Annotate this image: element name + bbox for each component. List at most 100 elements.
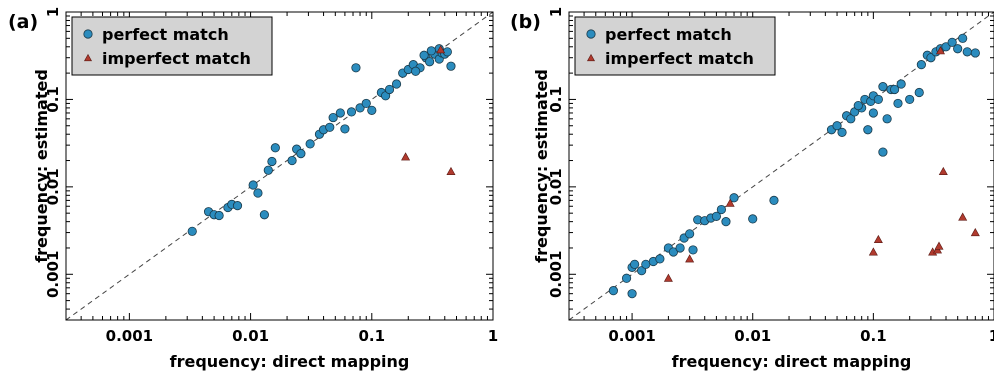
perfect-match-point xyxy=(721,217,731,227)
perfect-match-point xyxy=(232,201,243,211)
data-points xyxy=(187,44,456,236)
perfect-match-point xyxy=(426,46,436,56)
perfect-match-point xyxy=(941,42,951,52)
perfect-match-point xyxy=(769,195,779,205)
legend-box xyxy=(71,16,273,76)
perfect-match-point xyxy=(446,61,456,71)
diagonal-reference-line xyxy=(66,12,493,320)
imperfect-match-point xyxy=(725,198,735,207)
y-tick-label: 0.1 xyxy=(547,86,565,113)
legend-label: imperfect match xyxy=(102,49,251,68)
perfect-match-point xyxy=(837,127,847,137)
perfect-match-point xyxy=(637,266,647,276)
x-tick-label: 0.1 xyxy=(860,327,887,345)
perfect-match-point xyxy=(346,107,357,117)
perfect-match-point xyxy=(305,139,315,149)
y-tick-label: 1 xyxy=(547,7,565,17)
perfect-match-point xyxy=(947,37,957,47)
perfect-match-point xyxy=(340,124,350,134)
imperfect-match-point xyxy=(446,166,456,175)
x-axis-label: frequency: direct mapping xyxy=(672,352,912,371)
perfect-match-point xyxy=(958,33,968,43)
perfect-match-point xyxy=(953,44,963,54)
panel-a: 0.001 0.01 0.1 1 0.001 0.01 0.1 1 frequency: dir… xyxy=(8,7,498,371)
legend-box xyxy=(574,16,776,76)
imperfect-match-point xyxy=(934,241,944,250)
imperfect-match-point xyxy=(935,46,945,55)
legend-label: perfect match xyxy=(605,25,732,44)
perfect-match-point xyxy=(873,94,883,105)
perfect-match-point xyxy=(893,98,903,109)
y-tick-label: 0.001 xyxy=(547,251,565,298)
x-tick-label: 1 xyxy=(989,327,994,345)
legend-imperfect-match-marker xyxy=(83,53,93,62)
perfect-match-point xyxy=(267,156,277,167)
perfect-match-point xyxy=(688,245,698,255)
panel-label: (a) xyxy=(8,11,38,33)
perfect-match-point xyxy=(328,112,338,123)
perfect-match-point xyxy=(926,53,936,63)
x-tick-label: 0.01 xyxy=(232,327,269,345)
imperfect-match-point xyxy=(868,247,878,256)
perfect-match-point xyxy=(675,243,685,253)
perfect-match-point xyxy=(187,226,197,236)
perfect-match-point xyxy=(882,114,892,124)
perfect-match-point xyxy=(668,247,678,257)
legend-perfect-match-marker xyxy=(83,29,93,39)
perfect-match-point xyxy=(263,165,273,175)
perfect-match-point xyxy=(748,214,758,224)
perfect-match-point xyxy=(325,122,335,132)
perfect-match-point xyxy=(384,84,395,95)
perfect-match-point xyxy=(335,108,345,118)
perfect-match-point xyxy=(711,211,722,221)
panel-label: (b) xyxy=(510,11,541,33)
imperfect-match-point xyxy=(938,166,948,175)
legend: perfect match imperfect match xyxy=(71,16,273,76)
legend-imperfect-match-marker xyxy=(586,53,596,62)
y-tick-label: 0.001 xyxy=(44,251,62,298)
perfect-match-point xyxy=(685,229,695,239)
data-points xyxy=(608,33,980,299)
panel-b: 0.001 0.01 0.1 1 0.001 0.01 0.1 1 frequency: dir… xyxy=(510,7,994,371)
perfect-match-point xyxy=(916,60,926,70)
perfect-match-point xyxy=(962,47,972,57)
imperfect-match-point xyxy=(401,152,411,161)
diagonal-reference-line xyxy=(569,12,994,320)
imperfect-match-point xyxy=(436,45,446,54)
perfect-match-point xyxy=(296,149,306,159)
perfect-match-point xyxy=(411,66,421,76)
perfect-match-point xyxy=(716,204,726,215)
x-tick-label: 0.001 xyxy=(106,327,153,345)
perfect-match-point xyxy=(361,98,371,109)
perfect-match-point xyxy=(351,63,361,73)
y-tick-label: 0.01 xyxy=(547,168,565,205)
perfect-match-point xyxy=(419,50,429,60)
x-axis-label: frequency: direct mapping xyxy=(170,352,410,371)
perfect-match-point xyxy=(846,114,856,124)
perfect-match-point xyxy=(853,100,863,111)
perfect-match-point xyxy=(270,143,280,153)
perfect-match-point xyxy=(287,155,297,166)
perfect-match-point xyxy=(253,188,263,198)
perfect-match-point xyxy=(367,105,377,115)
perfect-match-point xyxy=(391,79,402,89)
perfect-match-point xyxy=(355,103,365,113)
x-tick-label: 0.001 xyxy=(608,327,655,345)
perfect-match-point xyxy=(608,286,618,296)
perfect-match-point xyxy=(425,57,435,67)
perfect-match-point xyxy=(832,121,842,131)
x-tick-label: 0.01 xyxy=(734,327,771,345)
x-tick-label: 0.1 xyxy=(359,327,386,345)
perfect-match-point xyxy=(214,210,224,221)
y-tick-label: 0.1 xyxy=(44,86,62,113)
perfect-match-point xyxy=(627,289,637,299)
perfect-match-point xyxy=(878,147,888,157)
imperfect-match-point xyxy=(970,227,980,237)
perfect-match-point xyxy=(259,210,269,220)
perfect-match-point xyxy=(905,94,915,105)
imperfect-match-point xyxy=(663,273,673,282)
legend: perfect match imperfect match xyxy=(574,16,776,76)
y-tick-label: 0.01 xyxy=(44,168,62,205)
legend-perfect-match-marker xyxy=(586,29,596,39)
